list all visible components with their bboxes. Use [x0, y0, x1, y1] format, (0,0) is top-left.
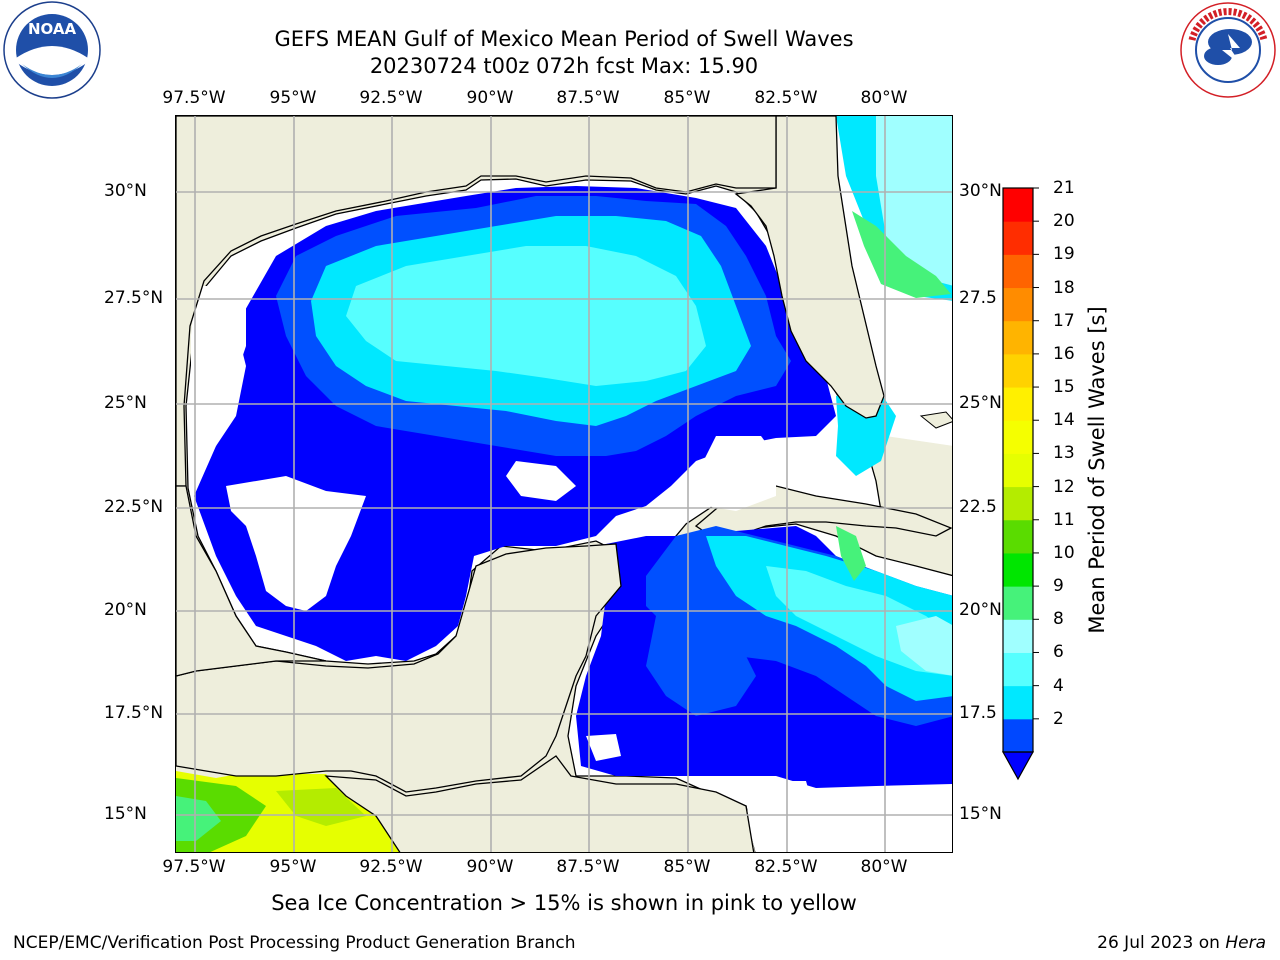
colorbar-segment — [1003, 519, 1033, 554]
lat-tick-left: 25°N — [104, 393, 147, 413]
graticule — [176, 116, 952, 852]
colorbar-tick-label: 18 — [1053, 277, 1075, 298]
chart-title: GEFS MEAN Gulf of Mexico Mean Period of … — [274, 27, 854, 51]
swell-field-paleaqua — [876, 116, 952, 676]
lat-tick-right: 22.5 — [959, 497, 997, 517]
mexico-west-land — [176, 485, 327, 677]
lon-tick-bottom: 85°W — [663, 857, 711, 877]
colorbar-segment — [1003, 685, 1033, 720]
missing-data-patches — [191, 286, 952, 852]
lat-tick-left: 30°N — [104, 181, 147, 201]
lon-tick-top: 90°W — [466, 88, 514, 108]
colorbar-tick-label: 21 — [1053, 178, 1075, 198]
colorbar-segment — [1003, 718, 1033, 753]
colorbar — [1001, 187, 1039, 781]
lon-tick-top: 97.5°W — [162, 88, 226, 108]
colorbar-segment — [1003, 586, 1033, 620]
colorbar-tick-label: 16 — [1053, 343, 1075, 364]
lat-tick-left: 20°N — [104, 600, 147, 620]
footer-date: 26 Jul 2023 on Hera — [1097, 933, 1266, 953]
colorbar-segment — [1003, 387, 1033, 421]
colorbar-tick-label: 15 — [1053, 377, 1075, 398]
lon-tick-bottom: 92.5°W — [359, 857, 423, 877]
footer-host: Hera — [1225, 933, 1266, 953]
lat-tick-left: 17.5°N — [104, 703, 164, 723]
colorbar-tick-label: 12 — [1053, 476, 1075, 497]
map-canvas — [176, 116, 952, 852]
colorbar-segment — [1003, 320, 1033, 355]
colorbar-segment — [1003, 652, 1033, 687]
lon-tick-top: 82.5°W — [754, 88, 818, 108]
colorbar-tick-label: 20 — [1053, 211, 1075, 232]
lon-tick-bottom: 95°W — [269, 857, 317, 877]
colorbar-segment — [1003, 486, 1033, 521]
colorbar-tick-label: 6 — [1053, 642, 1064, 663]
lon-tick-top: 92.5°W — [359, 88, 423, 108]
colorbar-segment — [1003, 221, 1033, 255]
chart-subtitle: 20230724 t00z 072h fcst Max: 15.90 — [369, 54, 759, 78]
footer-date-text: 26 Jul 2023 on — [1097, 933, 1226, 953]
us-coast-land — [176, 116, 777, 487]
lat-tick-right: 27.5 — [959, 288, 997, 308]
lon-tick-bottom: 87.5°W — [556, 857, 620, 877]
lat-tick-right: 20°N — [959, 600, 1002, 620]
colorbar-tick-label: 8 — [1053, 609, 1064, 630]
noaa-logo: NOAA — [3, 1, 101, 99]
colorbar-tick-label: 13 — [1053, 443, 1075, 464]
lat-tick-right: 30°N — [959, 181, 1002, 201]
lat-tick-left: 15°N — [104, 804, 147, 824]
svg-text:NOAA: NOAA — [28, 20, 77, 38]
bahamas-land — [919, 411, 952, 429]
lon-tick-top: 95°W — [269, 88, 317, 108]
lat-tick-right: 17.5 — [959, 703, 997, 723]
colorbar-tick-label: 11 — [1053, 509, 1075, 530]
colorbar-segment — [1003, 453, 1033, 488]
lon-tick-bottom: 90°W — [466, 857, 514, 877]
colorbar-tick-label: 9 — [1053, 576, 1064, 597]
colorbar-tick-label: 4 — [1053, 675, 1064, 696]
lat-tick-right: 25°N — [959, 393, 1002, 413]
swell-field-green — [836, 211, 951, 581]
footer-credit: NCEP/EMC/Verification Post Processing Pr… — [13, 933, 576, 953]
lat-tick-right: 15°N — [959, 804, 1002, 824]
colorbar-tick-label: 10 — [1053, 542, 1075, 563]
map-panel — [175, 115, 953, 853]
colorbar-frame — [1002, 187, 1034, 753]
lon-tick-bottom: 80°W — [860, 857, 908, 877]
colorbar-segment — [1003, 353, 1033, 388]
lon-tick-top: 80°W — [860, 88, 908, 108]
colorbar-segment — [1003, 619, 1033, 653]
lat-tick-left: 22.5°N — [104, 497, 164, 517]
colorbar-label: Mean Period of Swell Waves [s] — [1085, 306, 1109, 634]
sea-ice-note: Sea Ice Concentration > 15% is shown in … — [271, 891, 857, 915]
colorbar-segment — [1003, 287, 1033, 322]
colorbar-segment — [1003, 254, 1033, 289]
colorbar-tick-label: 19 — [1053, 244, 1075, 265]
colorbar-segment — [1003, 420, 1033, 454]
lon-tick-bottom: 82.5°W — [754, 857, 818, 877]
nws-logo — [1180, 2, 1276, 98]
lon-tick-top: 85°W — [663, 88, 711, 108]
colorbar-tick-label: 14 — [1053, 410, 1075, 431]
colorbar-tick-label: 17 — [1053, 310, 1075, 331]
lat-tick-left: 27.5°N — [104, 288, 164, 308]
colorbar-extend-arrow — [1001, 751, 1035, 781]
lon-tick-bottom: 97.5°W — [162, 857, 226, 877]
colorbar-tick-label: 2 — [1053, 708, 1064, 729]
lon-tick-top: 87.5°W — [556, 88, 620, 108]
colorbar-segment — [1003, 552, 1033, 587]
colorbar-segment — [1003, 188, 1033, 222]
